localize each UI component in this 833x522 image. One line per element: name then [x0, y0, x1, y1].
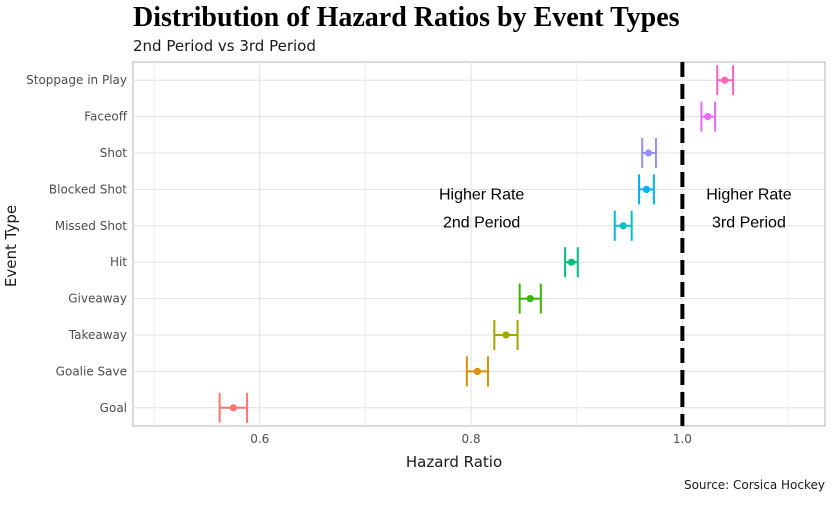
x-tick-label: 0.6 — [250, 432, 269, 446]
chart-caption: Source: Corsica Hockey — [683, 478, 825, 492]
annotation-text: 3rd Period — [712, 215, 786, 232]
error-bar — [465, 356, 489, 387]
error-bar — [493, 320, 519, 350]
y-tick-labels: Goal Goalie Save Takeaway Giveaway Hit Missed… — [26, 73, 128, 415]
data-point — [642, 185, 651, 193]
chart-title: Distribution of Hazard Ratios by Event T… — [133, 2, 680, 33]
data-point — [704, 113, 712, 121]
annotation-text: 2nd Period — [443, 215, 520, 232]
y-tick-label: Goalie Save — [56, 364, 127, 378]
error-bar — [218, 392, 249, 423]
y-tick-label: Blocked Shot — [49, 182, 127, 196]
data-point — [473, 367, 482, 375]
error-bar — [564, 247, 579, 278]
error-bar — [613, 210, 633, 241]
data-point — [229, 404, 237, 412]
data-point — [502, 331, 510, 339]
data-point — [619, 222, 627, 230]
data-point — [567, 258, 576, 266]
data-marks — [218, 65, 735, 423]
x-tick-label: 0.8 — [462, 432, 481, 446]
y-tick-label: Missed Shot — [55, 219, 128, 233]
x-tick-labels: 0.6 0.8 1.0 — [250, 432, 692, 446]
annotation-text: Higher Rate — [706, 187, 791, 204]
error-bar — [638, 174, 655, 205]
y-tick-label: Faceoff — [84, 110, 127, 124]
annotations: Higher Rate 2nd Period Higher Rate 3rd Peri… — [439, 187, 792, 232]
data-point — [644, 149, 653, 157]
y-axis-title: Event Type — [2, 205, 20, 287]
y-tick-label: Goal — [100, 401, 127, 415]
chart-subtitle: 2nd Period vs 3rd Period — [133, 37, 316, 55]
x-axis-title: Hazard Ratio — [406, 453, 502, 471]
data-point — [721, 76, 729, 84]
y-tick-label: Hit — [110, 255, 127, 269]
minor-gridlines — [153, 62, 789, 426]
data-point — [526, 295, 534, 303]
y-tick-label: Shot — [100, 146, 128, 160]
y-tick-label: Takeaway — [68, 328, 127, 342]
error-bar — [518, 283, 542, 314]
error-bar — [716, 65, 735, 96]
x-tick-label: 1.0 — [673, 432, 692, 446]
y-tick-label: Giveaway — [68, 292, 127, 306]
y-tick-label: Stoppage in Play — [26, 73, 127, 87]
plot-panel — [132, 61, 826, 427]
error-bar — [700, 101, 717, 132]
error-bar — [641, 138, 657, 168]
annotation-text: Higher Rate — [439, 187, 524, 204]
